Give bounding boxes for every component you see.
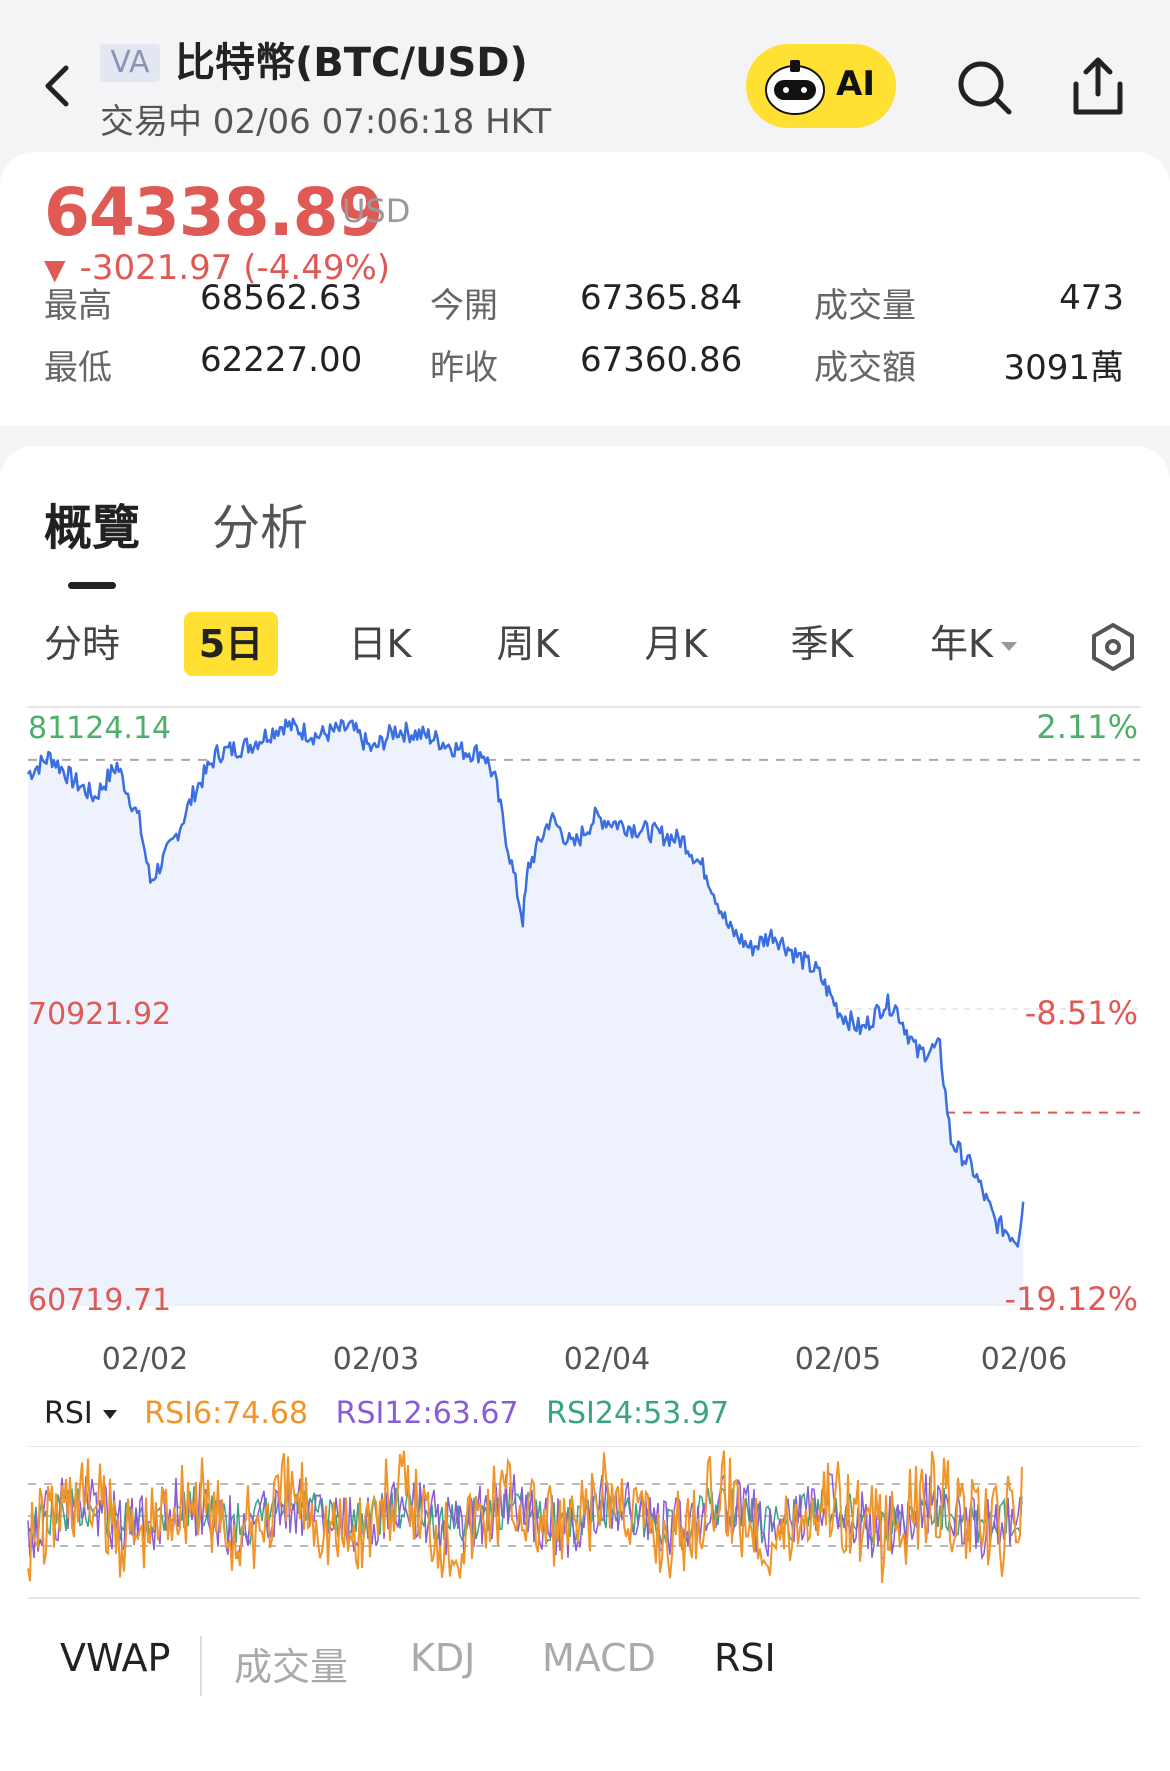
indicator-kdj[interactable]: KDJ	[410, 1636, 476, 1680]
period-weekly-k[interactable]: 周K	[496, 622, 560, 666]
stat-value-high: 68562.63	[200, 278, 363, 318]
robot-face-icon	[765, 60, 825, 115]
share-icon	[1073, 57, 1123, 115]
rsi6-value: RSI6:74.68	[144, 1396, 309, 1431]
search-button[interactable]	[955, 58, 1015, 118]
rsi6-line	[27, 1450, 1023, 1583]
caret-down-icon[interactable]	[102, 1410, 117, 1419]
indicator-vwap[interactable]: VWAP	[60, 1636, 171, 1680]
caret-down-icon	[1000, 642, 1017, 651]
last-price: 64338.89	[44, 174, 384, 251]
x-label-0203: 02/03	[333, 1342, 419, 1377]
currency-label: USD	[342, 192, 411, 230]
price-change: ▼ -3021.97 (-4.49%)	[44, 248, 390, 288]
share-button[interactable]	[1068, 56, 1128, 118]
back-button[interactable]	[38, 58, 78, 114]
stat-label-prev-close: 昨收	[430, 348, 498, 388]
rsi12-line	[27, 1470, 1023, 1561]
search-icon	[958, 61, 1012, 115]
stat-value-volume: 473	[1059, 278, 1124, 318]
period-yearly-k[interactable]: 年K	[930, 612, 1050, 676]
period-5day[interactable]: 5日	[184, 612, 278, 676]
period-daily-k[interactable]: 日K	[348, 622, 412, 666]
tab-analysis[interactable]: 分析	[212, 500, 309, 556]
y-axis-labels: 81124.14 70921.92 60719.71 2.11% -8.51% …	[28, 708, 1138, 1318]
ai-assistant-button[interactable]: AI	[746, 44, 896, 128]
indicator-divider	[200, 1636, 202, 1696]
rsi-selector[interactable]: RSI	[44, 1396, 93, 1431]
chevron-left-icon	[45, 65, 69, 107]
indicator-rsi[interactable]: RSI	[714, 1636, 776, 1680]
x-label-0206: 02/06	[981, 1342, 1067, 1377]
tab-active-indicator	[68, 582, 116, 589]
stat-value-open: 67365.84	[580, 278, 743, 318]
price-area-fill	[28, 718, 1024, 1306]
rsi-legend: RSI RSI6:74.68 RSI12:63.67 RSI24:53.97	[44, 1396, 747, 1440]
y-pct-min: -19.12%	[1004, 1280, 1138, 1318]
period-yearly-k-label: 年K	[930, 622, 993, 666]
indicator-volume[interactable]: 成交量	[234, 1645, 349, 1689]
down-triangle-icon: ▼	[44, 253, 66, 286]
stat-label-high: 最高	[44, 286, 112, 326]
asset-badge: VA	[100, 44, 160, 82]
price-change-value: -3021.97 (-4.49%)	[79, 248, 391, 288]
page-title: 比特幣(BTC/USD)	[175, 40, 528, 86]
rsi12-value: RSI12:63.67	[335, 1396, 519, 1431]
indicator-macd[interactable]: MACD	[542, 1636, 656, 1680]
quote-card: 64338.89 USD ▼ -3021.97 (-4.49%) 最高 68562…	[0, 152, 1170, 426]
stat-label-turnover: 成交額	[814, 348, 916, 388]
stat-value-low: 62227.00	[200, 340, 363, 380]
x-label-0205: 02/05	[795, 1342, 881, 1377]
trading-status: 交易中 02/06 07:06:18 HKT	[100, 102, 552, 142]
price-chart[interactable]: 81124.14 70921.92 60719.71 2.11% -8.51% …	[0, 706, 1170, 1406]
tab-overview[interactable]: 概覽	[44, 500, 141, 556]
ai-label: AI	[836, 64, 875, 104]
period-quarterly-k[interactable]: 季K	[790, 622, 854, 666]
y-label-max: 81124.14	[28, 711, 171, 746]
y-pct-max: 2.11%	[1036, 708, 1138, 746]
period-monthly-k[interactable]: 月K	[644, 622, 708, 666]
price-line	[26, 717, 1025, 1248]
x-axis-labels: 02/02 02/03 02/04 02/05 02/06	[102, 1342, 1067, 1377]
stat-value-prev-close: 67360.86	[580, 340, 743, 380]
chart-card: 概覽 分析 分時 5日 日K 周K 月K 季K 年K 81124.14 7092…	[0, 446, 1170, 1771]
stat-label-open: 今開	[430, 286, 498, 326]
y-label-min: 60719.71	[28, 1283, 171, 1318]
y-label-mid: 70921.92	[28, 997, 171, 1032]
rsi-chart[interactable]	[0, 1446, 1170, 1616]
settings-hexagon-icon	[1092, 623, 1134, 671]
top-bar: VA 比特幣(BTC/USD) 交易中 02/06 07:06:18 HKT A…	[0, 0, 1170, 150]
period-intraday[interactable]: 分時	[43, 622, 120, 666]
stat-value-turnover: 3091萬	[1003, 348, 1124, 388]
x-label-0202: 02/02	[102, 1342, 188, 1377]
chart-settings-button[interactable]	[1088, 622, 1138, 672]
stat-label-low: 最低	[44, 348, 112, 388]
stat-label-volume: 成交量	[814, 286, 916, 326]
y-pct-mid: -8.51%	[1025, 994, 1138, 1032]
x-label-0204: 02/04	[564, 1342, 650, 1377]
rsi24-value: RSI24:53.97	[546, 1396, 730, 1431]
